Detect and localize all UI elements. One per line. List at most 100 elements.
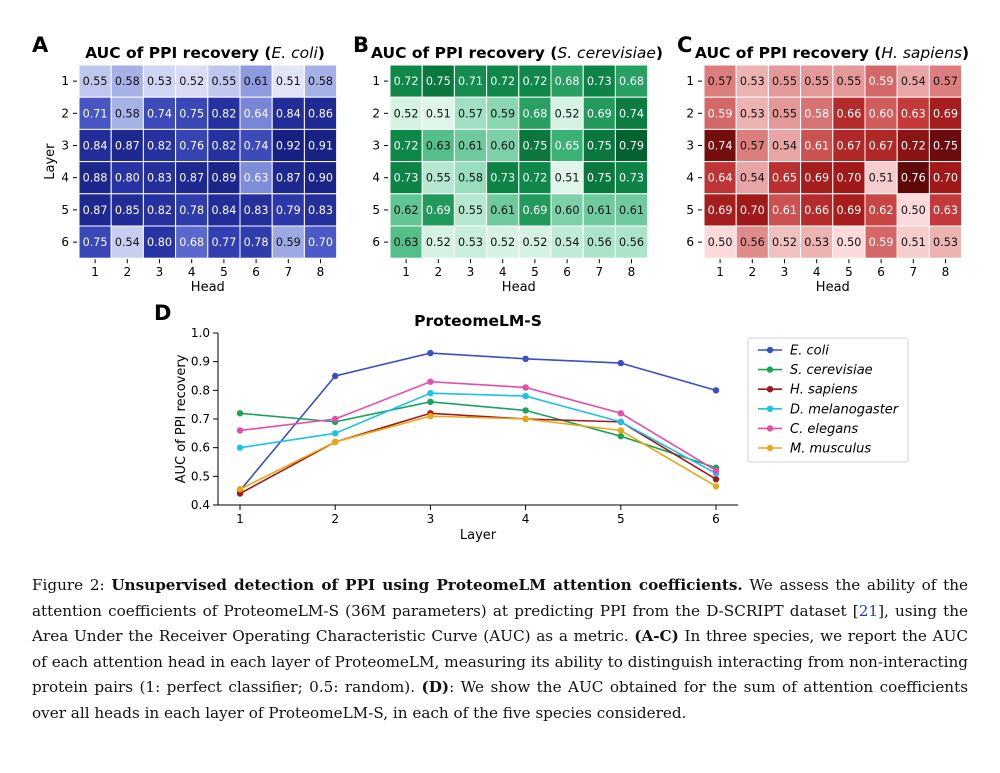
- heatmap-cell: [614, 64, 649, 98]
- col-tick-label: 7: [284, 265, 292, 279]
- heatmap-cell: [614, 225, 649, 259]
- col-tick-label: 5: [845, 265, 853, 279]
- heatmap-cell: [239, 96, 273, 130]
- heatmap-cell: [896, 128, 930, 163]
- data-point-s-cerevisiae: [617, 433, 624, 440]
- heatmap-cell-value: 0.80: [147, 236, 172, 249]
- heatmap-cell-value: 0.83: [147, 172, 172, 185]
- col-tick-label: 2: [434, 265, 442, 279]
- heatmap-cell: [421, 128, 455, 163]
- heatmap-title-prefix: AUC of PPI recovery (: [85, 44, 271, 62]
- heatmap-cell: [928, 96, 963, 130]
- heatmap-cell-value: 0.87: [276, 172, 301, 185]
- heatmap-cell: [271, 128, 305, 163]
- legend-marker-s-cerevisiae: [766, 366, 774, 373]
- heatmap-cell-value: 0.51: [869, 172, 894, 185]
- heatmap-title: AUC of PPI recovery (E. coli): [85, 44, 325, 62]
- heatmap-cell-value: 0.61: [587, 204, 612, 217]
- caption-text-3: In three species, we report the AUC of e…: [32, 627, 968, 697]
- heatmap-title-suffix: ): [962, 44, 969, 62]
- heatmap-cell-value: 0.69: [708, 204, 733, 217]
- data-point-m-musculus: [712, 483, 720, 490]
- series-line-e-coli: [239, 352, 717, 492]
- row-tick-label: 5: [61, 203, 69, 217]
- heatmap-cell-value: 0.63: [394, 236, 419, 249]
- heatmap-cell-value: 0.57: [933, 75, 958, 88]
- heatmap-cell-value: 0.53: [147, 75, 172, 88]
- row-tick-label: 5: [372, 203, 380, 217]
- heatmap-title-prefix: AUC of PPI recovery (: [695, 44, 881, 62]
- heatmap-cell: [614, 96, 649, 130]
- heatmap-cell-value: 0.52: [555, 107, 580, 120]
- heatmap-cell-value: 0.52: [179, 75, 204, 88]
- heatmap-cell-value: 0.72: [394, 140, 419, 153]
- heatmap-cell: [832, 64, 866, 98]
- heatmap-cell-value: 0.72: [522, 172, 547, 185]
- heatmap-cell-value: 0.85: [115, 204, 140, 217]
- col-tick-label: 6: [252, 265, 260, 279]
- heatmap-cell-value: 0.50: [901, 204, 926, 217]
- col-tick-label: 2: [748, 265, 756, 279]
- heatmap-cell-value: 0.84: [211, 204, 236, 217]
- heatmap-cell-value: 0.73: [587, 75, 612, 88]
- caption-bold-title: Unsupervised detection of PPI using Prot…: [111, 576, 743, 594]
- heatmap-cell: [207, 161, 241, 195]
- heatmap-cell-value: 0.70: [740, 204, 765, 217]
- heatmap-cell: [703, 128, 737, 163]
- heatmap-cell-value: 0.55: [772, 107, 797, 120]
- col-tick-label: 3: [156, 265, 164, 279]
- figure-canvas: A AUC of PPI recovery (E. coli)0.55 0.58 0.…: [32, 33, 969, 543]
- heatmap-cell: [110, 96, 144, 130]
- data-point-m-musculus: [522, 415, 529, 423]
- heatmap-cell-value: 0.75: [933, 140, 958, 153]
- heatmap-cell: [78, 128, 112, 163]
- heatmap-cell-value: 0.52: [426, 236, 451, 249]
- heatmap-cell-value: 0.72: [901, 140, 926, 153]
- heatmap-cell: [142, 161, 177, 195]
- x-tick-label: 1: [236, 512, 244, 526]
- col-tick-label: 1: [402, 265, 410, 279]
- heatmap-cell-value: 0.63: [901, 107, 926, 120]
- data-point-e-coli: [427, 349, 434, 357]
- heatmap-cell-value: 0.80: [115, 172, 140, 185]
- legend-label-h-sapiens: H. sapiens: [790, 383, 858, 398]
- heatmap-cell-value: 0.82: [147, 140, 172, 153]
- col-tick-label: 4: [188, 265, 196, 279]
- heatmap-cell-value: 0.54: [555, 236, 580, 249]
- heatmap-cell-value: 0.51: [555, 172, 580, 185]
- row-tick-label: 2: [686, 106, 694, 120]
- heatmap-cell: [518, 161, 552, 195]
- heatmap-cell-value: 0.54: [115, 236, 140, 249]
- legend-marker-d-melanogaster: [766, 405, 774, 412]
- caption-citation-link[interactable]: 21: [858, 601, 879, 620]
- col-tick-label: 5: [531, 265, 539, 279]
- heatmap-cell-value: 0.69: [836, 204, 861, 217]
- legend-marker-c-elegans: [766, 425, 774, 432]
- legend-label-e-coli: E. coli: [790, 344, 829, 359]
- y-tick-label: 1.0: [191, 326, 210, 340]
- heatmap-cell: [303, 128, 338, 163]
- heatmap-cell-value: 0.56: [740, 236, 765, 249]
- heatmap-cell-value: 0.75: [426, 75, 451, 88]
- heatmap-cell-value: 0.50: [708, 236, 733, 249]
- heatmap-cell-value: 0.51: [276, 75, 301, 88]
- heatmap-cell-value: 0.82: [147, 204, 172, 217]
- row-tick-label: 2: [61, 106, 69, 120]
- panel-letter: A: [32, 33, 49, 57]
- heatmap-cell: [303, 64, 338, 98]
- heatmap-cell: [767, 193, 802, 227]
- chart-title: ProteomeLM-S: [414, 312, 542, 330]
- heatmap-cell: [550, 128, 584, 163]
- heatmap-cell-value: 0.66: [804, 204, 829, 217]
- heatmap-cell-value: 0.52: [772, 236, 797, 249]
- heatmap-cell: [550, 225, 584, 259]
- heatmap-cell-value: 0.54: [772, 140, 797, 153]
- heatmap-cell-value: 0.74: [708, 140, 733, 153]
- heatmap-cell-value: 0.52: [522, 236, 547, 249]
- heatmap-title-suffix: ): [656, 44, 663, 62]
- row-tick-label: 1: [372, 74, 380, 88]
- legend-marker-h-sapiens: [766, 386, 774, 393]
- heatmap-cell-value: 0.73: [394, 172, 419, 185]
- y-axis-label: AUC of PPI recovery: [174, 354, 189, 483]
- heatmap-cell-value: 0.83: [244, 204, 269, 217]
